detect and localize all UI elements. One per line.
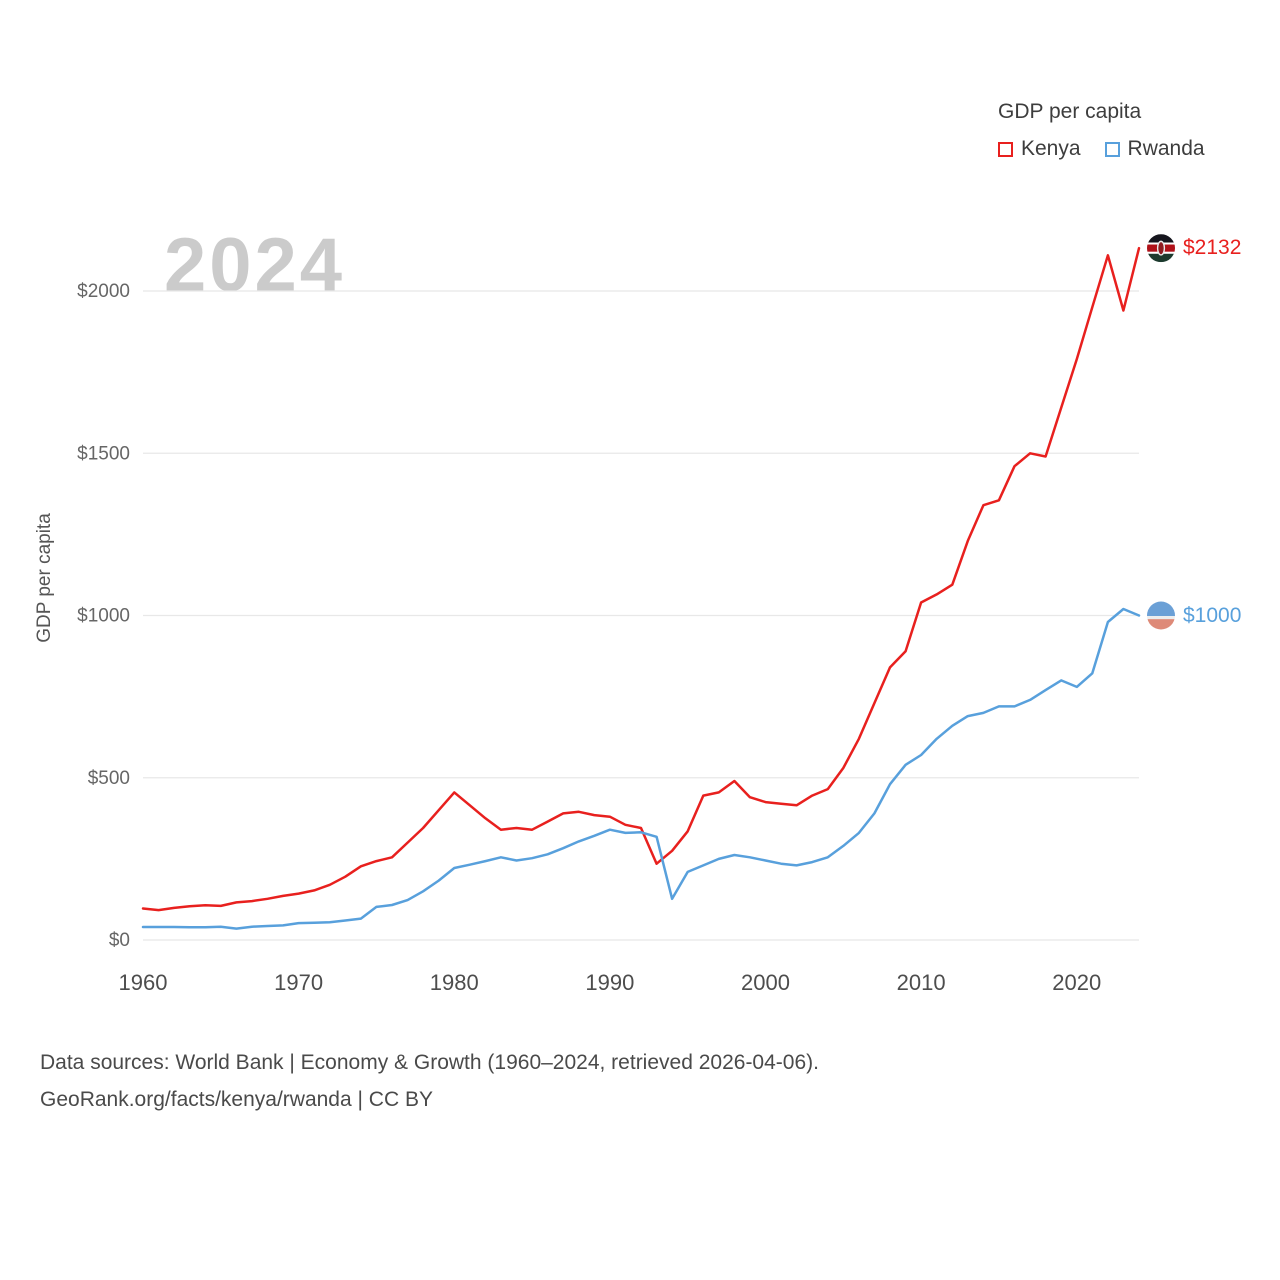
legend-item-rwanda: Rwanda (1104, 137, 1205, 161)
x-tick-label: 2020 (1052, 970, 1101, 995)
x-tick-label: 1970 (274, 970, 323, 995)
x-tick-label: 1980 (430, 970, 479, 995)
legend-items: Kenya Rwanda (998, 137, 1205, 161)
kenya-end-value-label: $2132 (1183, 236, 1242, 260)
x-tick-label: 2010 (897, 970, 946, 995)
x-tick-label: 1960 (119, 970, 168, 995)
georank-url-line: GeoRank.org/facts/kenya/rwanda | CC BY (40, 1088, 433, 1111)
y-tick-label: $500 (88, 768, 130, 789)
source-attribution: Data sources: World Bank | Economy & Gro… (40, 1044, 819, 1118)
rwanda-flag-icon (1147, 601, 1175, 630)
y-tick-label: $0 (109, 930, 130, 951)
y-tick-label: $1500 (77, 443, 130, 464)
x-tick-label: 1990 (585, 970, 634, 995)
rwanda-end-value-label: $1000 (1183, 603, 1242, 627)
kenya-swatch-icon (998, 141, 1013, 157)
rwanda-swatch-icon (1104, 141, 1120, 157)
x-tick-label: 2000 (741, 970, 790, 995)
y-tick-label: $1000 (77, 606, 130, 627)
legend: GDP per capita Kenya Rwanda (998, 100, 1205, 161)
legend-item-kenya: Kenya (998, 137, 1081, 161)
legend-title: GDP per capita (998, 100, 1142, 123)
year-watermark: 2024 (164, 223, 346, 308)
legend-label-kenya: Kenya (1021, 137, 1081, 160)
y-tick-label: $2000 (77, 281, 130, 302)
kenya-flag-icon (1147, 234, 1175, 263)
legend-label-rwanda: Rwanda (1127, 137, 1205, 160)
kenya-line (141, 246, 1141, 912)
data-sources-line: Data sources: World Bank | Economy & Gro… (40, 1051, 819, 1074)
rwanda-line (141, 607, 1141, 930)
